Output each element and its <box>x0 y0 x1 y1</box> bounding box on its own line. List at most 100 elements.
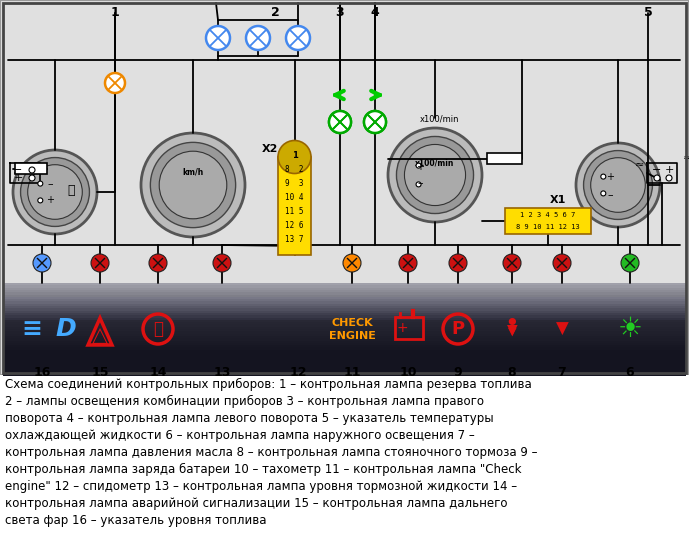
Circle shape <box>28 165 82 219</box>
Bar <box>3 308 686 311</box>
Bar <box>3 354 686 357</box>
Bar <box>3 363 686 366</box>
Circle shape <box>399 254 417 272</box>
Circle shape <box>33 254 51 272</box>
Bar <box>3 297 686 300</box>
Circle shape <box>553 254 571 272</box>
Text: +: + <box>13 173 23 183</box>
Text: 8 9 10 11 12 13: 8 9 10 11 12 13 <box>516 224 580 230</box>
Text: x100/min: x100/min <box>420 114 460 123</box>
Text: X2: X2 <box>262 144 278 154</box>
Bar <box>3 327 686 330</box>
Bar <box>3 311 686 314</box>
Bar <box>3 315 686 318</box>
Bar <box>3 288 686 291</box>
Bar <box>3 336 686 339</box>
Bar <box>0 0 689 375</box>
Bar <box>3 294 686 297</box>
Circle shape <box>364 111 386 133</box>
Text: CHECK: CHECK <box>331 318 373 328</box>
Circle shape <box>388 128 482 222</box>
Bar <box>3 285 686 288</box>
Circle shape <box>13 150 97 234</box>
Bar <box>3 345 686 348</box>
Text: –: – <box>47 179 53 189</box>
Text: 13 7: 13 7 <box>285 234 304 243</box>
Text: 14: 14 <box>150 365 167 378</box>
Circle shape <box>278 141 311 173</box>
Circle shape <box>343 254 361 272</box>
Text: P: P <box>451 320 464 338</box>
Bar <box>3 366 686 369</box>
Text: 8: 8 <box>508 365 516 378</box>
Text: Ⓘ: Ⓘ <box>153 320 163 338</box>
Text: 1: 1 <box>111 6 119 19</box>
Bar <box>3 329 686 332</box>
Circle shape <box>366 113 384 131</box>
Bar <box>3 3 686 373</box>
Text: 1: 1 <box>291 150 298 159</box>
Text: ▼: ▼ <box>555 320 568 338</box>
Text: ☀: ☀ <box>617 315 642 343</box>
Circle shape <box>105 73 125 93</box>
Circle shape <box>584 150 652 219</box>
Circle shape <box>149 254 167 272</box>
Bar <box>3 368 686 371</box>
Bar <box>3 361 686 364</box>
Circle shape <box>331 113 349 131</box>
Circle shape <box>29 167 35 173</box>
Bar <box>3 373 686 376</box>
Text: 5: 5 <box>644 6 652 19</box>
Bar <box>487 153 522 164</box>
Text: ≈: ≈ <box>683 153 689 163</box>
Text: 2: 2 <box>271 6 279 19</box>
Bar <box>3 306 686 309</box>
Bar <box>3 357 686 360</box>
Circle shape <box>29 175 35 181</box>
Circle shape <box>364 111 386 133</box>
Text: 15: 15 <box>91 365 109 378</box>
Text: 4: 4 <box>371 6 380 19</box>
Circle shape <box>21 158 90 226</box>
Bar <box>3 340 686 343</box>
Bar <box>3 283 686 286</box>
Circle shape <box>404 144 466 205</box>
Circle shape <box>601 191 606 196</box>
Circle shape <box>654 175 660 181</box>
Circle shape <box>213 254 231 272</box>
Text: X1: X1 <box>550 195 566 205</box>
Bar <box>3 338 686 341</box>
Bar <box>3 331 686 334</box>
Text: ENGINE: ENGINE <box>329 331 376 341</box>
Bar <box>3 322 686 325</box>
Bar <box>3 292 686 295</box>
Circle shape <box>601 174 606 179</box>
Text: 7: 7 <box>557 365 566 378</box>
Text: 9: 9 <box>453 365 462 378</box>
Text: x100/min: x100/min <box>415 159 455 168</box>
Circle shape <box>286 26 310 50</box>
Text: +: + <box>46 195 54 205</box>
Circle shape <box>396 136 473 213</box>
Bar <box>3 343 686 346</box>
Text: △: △ <box>92 325 108 345</box>
Text: 10 4: 10 4 <box>285 193 304 202</box>
Circle shape <box>329 111 351 133</box>
Circle shape <box>38 198 43 203</box>
Text: +: + <box>416 162 424 172</box>
Text: 2 – лампы освещения комбинации приборов 3 – контрольная лампа правого: 2 – лампы освещения комбинации приборов … <box>5 395 484 408</box>
Text: +: + <box>396 321 408 335</box>
Circle shape <box>590 158 646 212</box>
Bar <box>3 299 686 302</box>
Bar <box>505 208 591 234</box>
Circle shape <box>141 133 245 237</box>
Text: D: D <box>55 317 76 341</box>
Circle shape <box>159 151 227 219</box>
Circle shape <box>246 26 270 50</box>
Circle shape <box>503 254 521 272</box>
Circle shape <box>416 163 421 168</box>
Text: ▼: ▼ <box>506 322 517 336</box>
Circle shape <box>206 26 230 50</box>
Text: 16: 16 <box>33 365 51 378</box>
Bar <box>3 320 686 323</box>
